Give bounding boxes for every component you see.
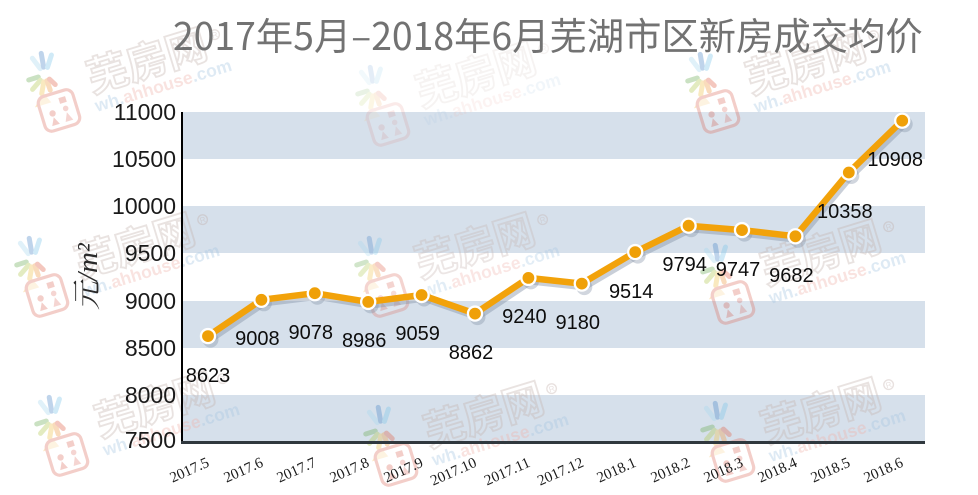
svg-text:/m²: /m² [72,242,104,283]
